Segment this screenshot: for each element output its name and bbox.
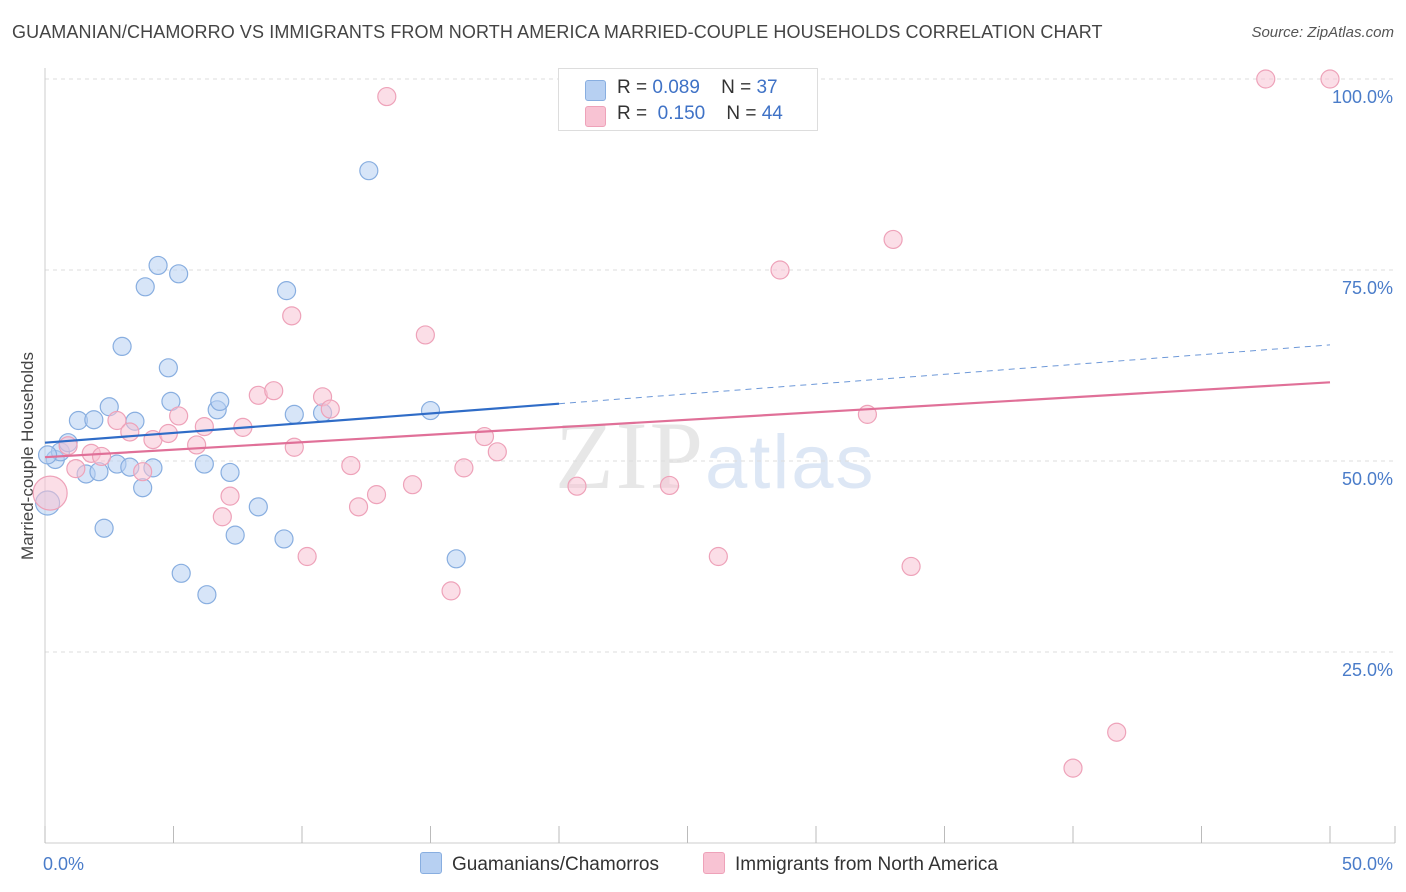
bottom-legend-guamanians: Guamanians/Chamorros: [420, 852, 659, 876]
immigrant-point: [212, 507, 232, 527]
immigrant-point: [32, 475, 68, 511]
trendline-guamanians: [44, 402, 560, 444]
legend-n-label: N =: [721, 77, 752, 98]
immigrant-point: [341, 455, 361, 476]
guamanian-point: [197, 585, 217, 605]
legend-swatch-pink: [585, 106, 606, 127]
immigrant-point: [567, 476, 587, 496]
immigrant-point: [441, 581, 461, 601]
guamanian-point: [94, 518, 114, 538]
guamanian-point: [135, 277, 155, 297]
legend-swatch-blue: [585, 80, 606, 101]
immigrant-point: [284, 437, 304, 457]
immigrant-point: [282, 306, 302, 326]
immigrant-point: [901, 556, 921, 577]
guamanian-point: [225, 525, 245, 545]
guamanian-point: [133, 478, 153, 498]
bottom-legend-swatch-pink: [703, 852, 725, 874]
guamanian-point: [112, 336, 132, 356]
y-tick-label: 25.0%: [1342, 660, 1393, 680]
immigrant-point: [1107, 722, 1127, 742]
immigrant-point: [377, 86, 397, 107]
y-tick-label: 50.0%: [1342, 469, 1393, 489]
bottom-legend-immigrants: Immigrants from North America: [703, 852, 998, 876]
immigrant-point: [348, 497, 369, 517]
immigrant-point: [320, 399, 340, 419]
guamanian-point: [37, 445, 58, 465]
guamanian-point: [276, 281, 297, 301]
guamanian-point: [171, 563, 191, 583]
guamanian-point: [446, 549, 466, 569]
immigrant-point: [297, 546, 317, 567]
immigrant-point: [366, 485, 387, 505]
y-tick-label: 75.0%: [1342, 278, 1393, 298]
legend-r-label: R =: [617, 77, 648, 98]
immigrant-point: [264, 381, 284, 401]
x-tick-label-min: 0.0%: [43, 854, 84, 874]
chart-title: GUAMANIAN/CHAMORRO VS IMMIGRANTS FROM NO…: [12, 22, 1103, 42]
guamanian-point: [220, 462, 240, 483]
immigrant-point: [415, 325, 435, 345]
immigrant-point: [402, 475, 423, 495]
guamanian-point: [284, 404, 304, 424]
trendline-guamanians-extension: [558, 344, 1331, 405]
bottom-legend-label-blue: Guamanians/Chamorros: [452, 854, 659, 875]
legend-n-label: N =: [726, 103, 757, 124]
guamanian-point: [194, 454, 214, 474]
legend-text-pink: R = 0.150 N = 44: [617, 103, 783, 125]
bottom-legend-label-pink: Immigrants from North America: [735, 854, 998, 875]
guamanian-point: [420, 400, 441, 421]
immigrant-point: [91, 446, 112, 467]
immigrant-point: [770, 260, 790, 280]
immigrant-point: [220, 486, 240, 506]
immigrant-point: [66, 459, 86, 479]
immigrant-point: [107, 410, 127, 431]
y-tick-label: 100.0%: [1332, 87, 1393, 107]
immigrant-point: [120, 422, 140, 442]
immigrant-point: [454, 458, 474, 478]
legend-n-value: 37: [756, 77, 778, 98]
legend-text-blue: R = 0.089 N = 37: [617, 77, 778, 99]
immigrant-point: [194, 417, 214, 437]
guamanian-point: [210, 391, 230, 412]
immigrant-point: [708, 546, 728, 567]
immigrant-point: [169, 406, 189, 426]
legend-r-value: 0.150: [657, 103, 706, 124]
chart-source: Source: ZipAtlas.com: [1251, 24, 1394, 41]
bottom-legend-swatch-blue: [420, 852, 442, 874]
immigrant-point: [1256, 69, 1276, 89]
immigrant-point: [1320, 69, 1340, 89]
immigrant-point: [187, 435, 207, 455]
guamanian-point: [274, 529, 294, 549]
immigrant-point: [883, 229, 903, 250]
guamanian-point: [359, 161, 379, 181]
immigrant-point: [1063, 758, 1083, 778]
trendline-immigrants: [44, 381, 1331, 459]
x-tick-label-max: 50.0%: [1342, 854, 1393, 874]
legend-r-label: R =: [617, 103, 648, 124]
watermark-atlas: atlas: [705, 420, 876, 505]
immigrant-point: [133, 462, 153, 482]
legend-r-value: 0.089: [652, 77, 700, 98]
guamanian-point: [169, 264, 189, 284]
immigrant-point: [659, 475, 680, 496]
guamanian-point: [148, 255, 168, 276]
legend-n-value: 44: [761, 103, 783, 124]
guamanian-point: [158, 358, 178, 378]
guamanian-point: [84, 410, 104, 430]
guamanian-point: [248, 497, 268, 517]
immigrant-point: [487, 442, 507, 462]
legend: R = 0.089 N = 37 R = 0.150 N = 44: [558, 68, 818, 131]
